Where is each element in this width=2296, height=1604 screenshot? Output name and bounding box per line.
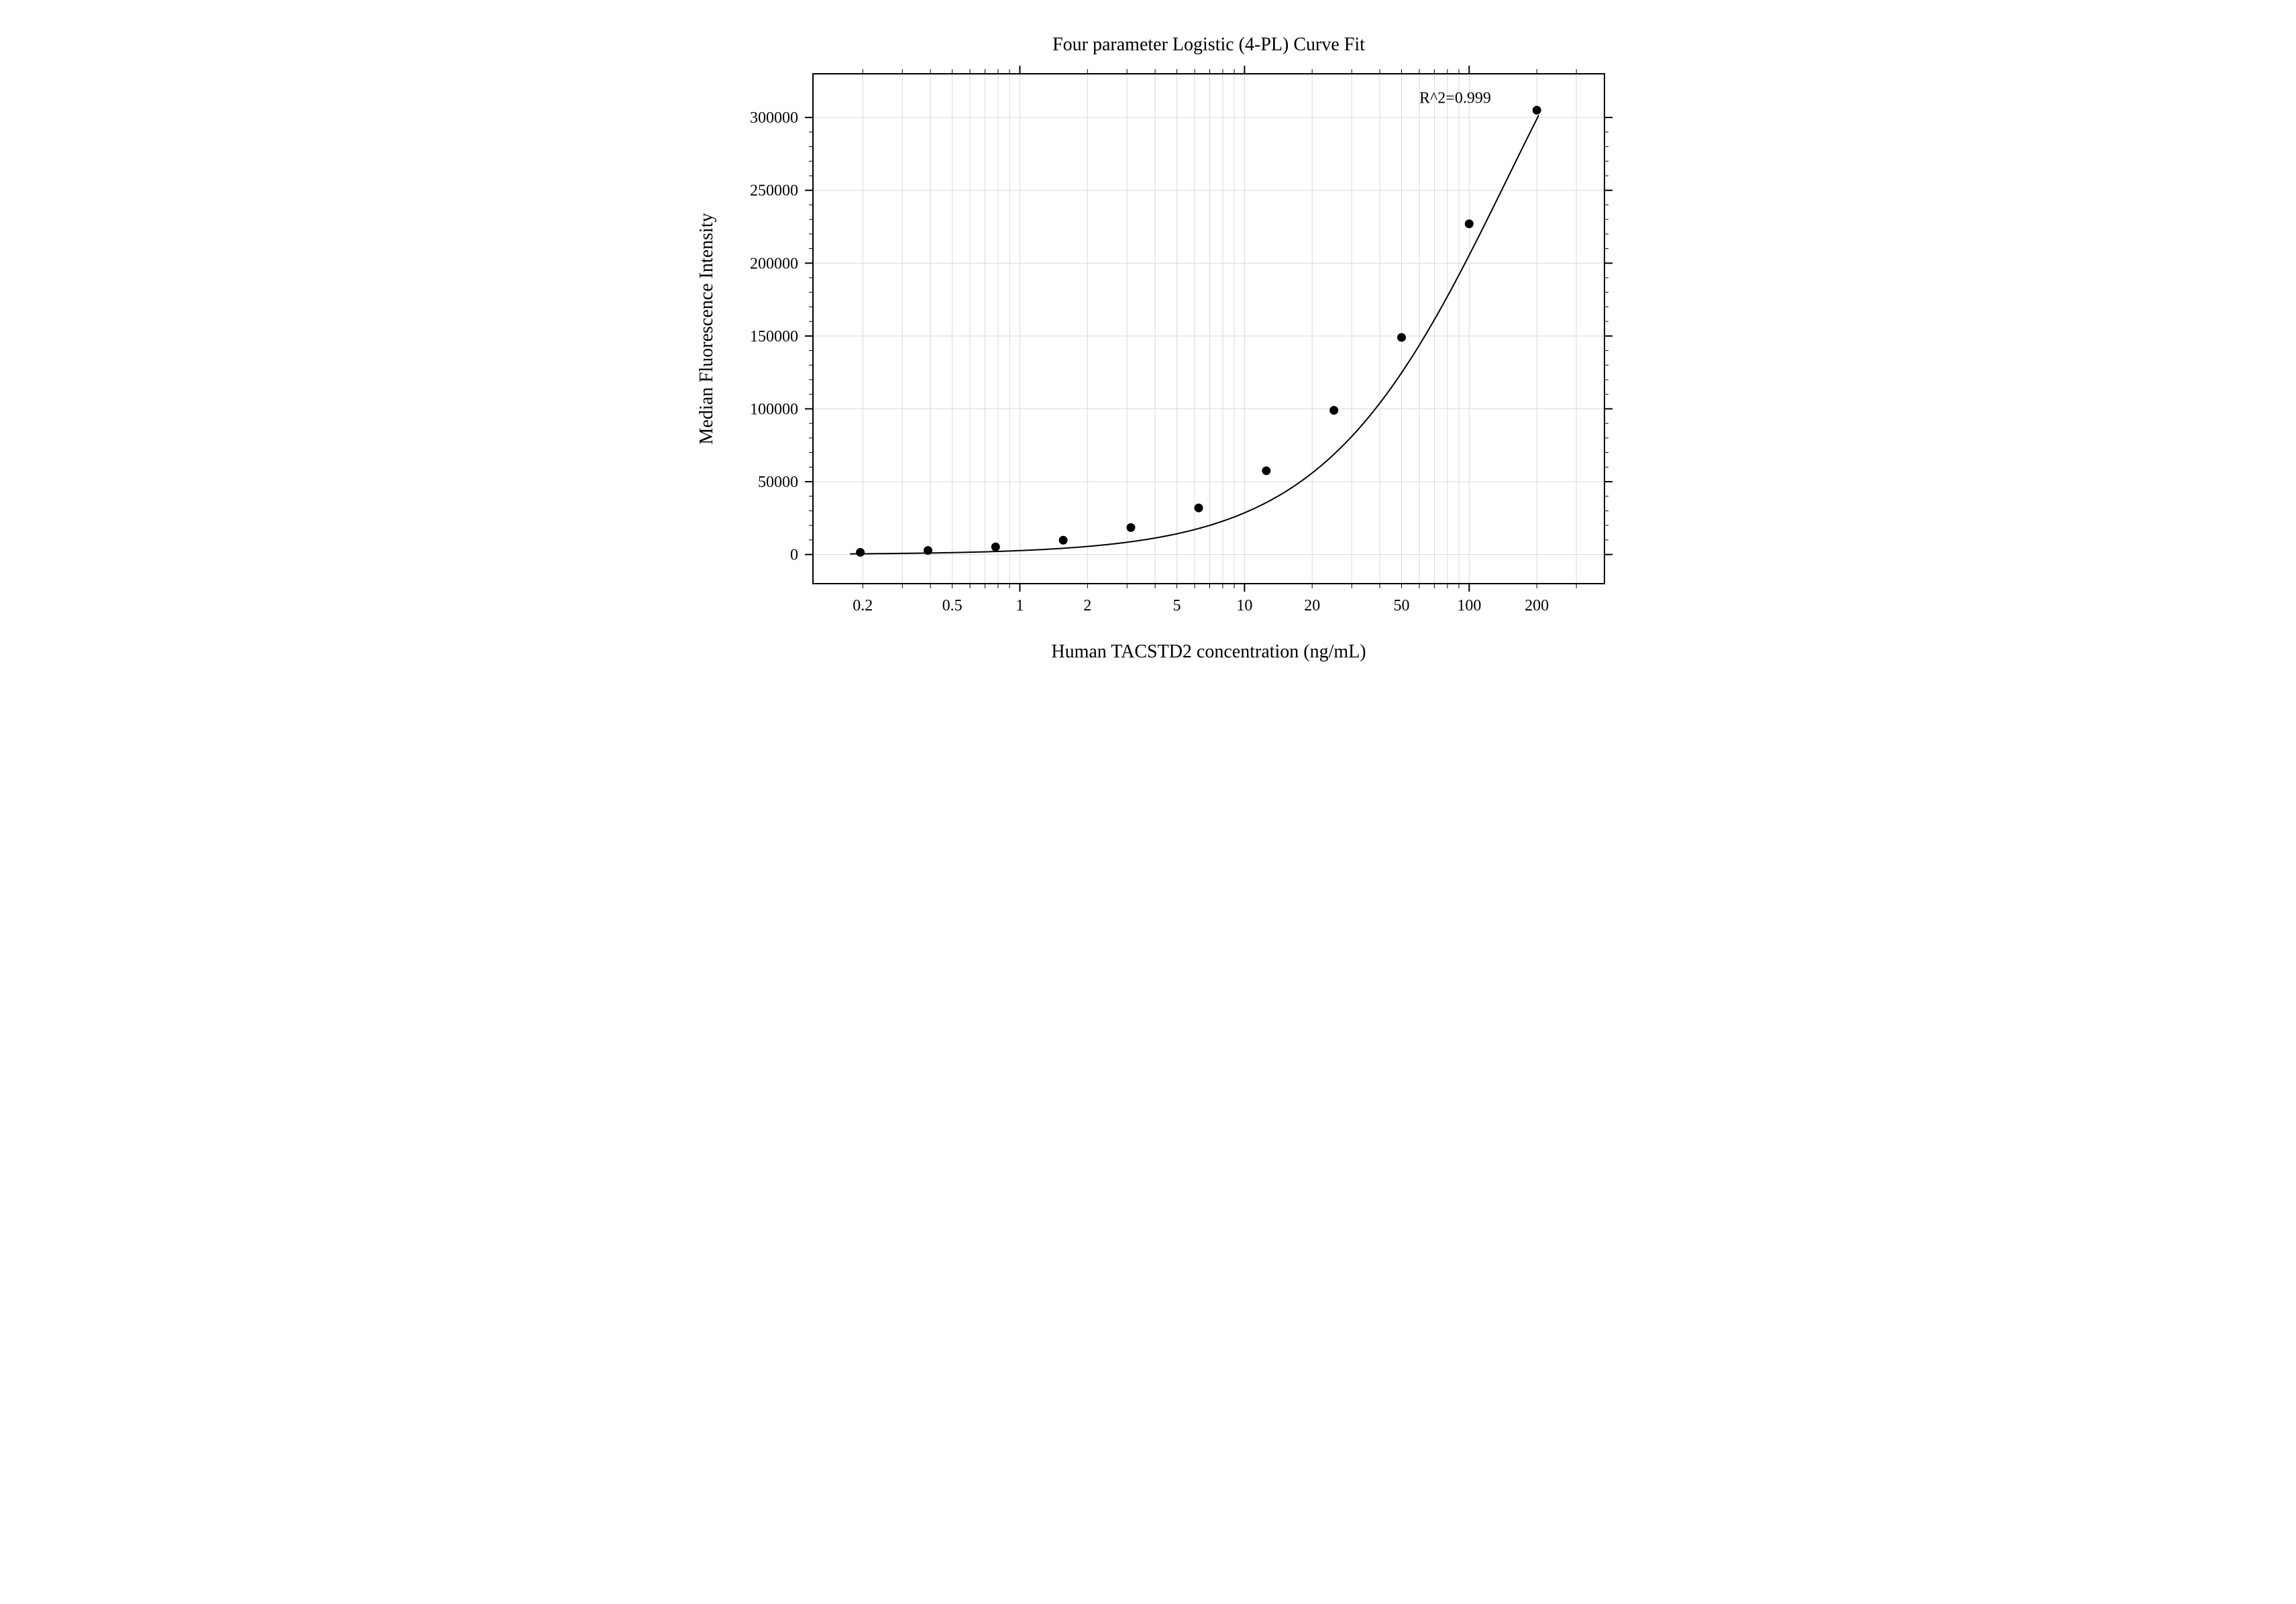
data-point [1262,466,1270,475]
r-squared-annotation: R^2=0.999 [1419,89,1491,107]
y-tick-label: 50000 [758,474,798,491]
data-point [1126,523,1135,532]
chart-container: 0.2 0.5 1 2 5 10 20 50 100 200 0 50000 100000 150000 2… [639,13,1658,725]
x-axis-label: Human TACSTD2 concentration (ng/mL) [1051,641,1366,662]
data-point [856,548,865,557]
y-tick-label: 150000 [750,328,798,345]
data-point [923,546,932,555]
x-tick-label: 50 [1393,597,1409,614]
chart-title: Four parameter Logistic (4-PL) Curve Fit [1052,34,1365,55]
data-point [1329,406,1338,415]
data-point [1397,333,1406,342]
y-tick-label: 200000 [750,255,798,272]
chart-svg: 0.2 0.5 1 2 5 10 20 50 100 200 0 50000 100000 150000 2… [639,13,1658,725]
y-tick-label: 100000 [750,400,798,418]
x-tick-label: 0.5 [942,597,962,614]
x-tick-label: 2 [1083,597,1091,614]
x-tick-label: 1 [1016,597,1024,614]
x-tick-label: 200 [1525,597,1549,614]
x-tick-label: 20 [1304,597,1320,614]
data-point [991,543,999,551]
x-tick-label: 10 [1236,597,1252,614]
x-tick-label: 100 [1457,597,1481,614]
y-tick-label: 0 [790,547,798,564]
data-point [1058,536,1067,545]
x-tick-label: 5 [1172,597,1181,614]
y-tick-label: 300000 [750,109,798,127]
x-tick-label: 0.2 [853,597,873,614]
data-point [1464,219,1473,228]
data-point [1532,106,1541,115]
data-point [1194,504,1203,513]
y-tick-label: 250000 [750,182,798,200]
y-axis-label: Median Fluorescence Intensity [696,213,717,444]
